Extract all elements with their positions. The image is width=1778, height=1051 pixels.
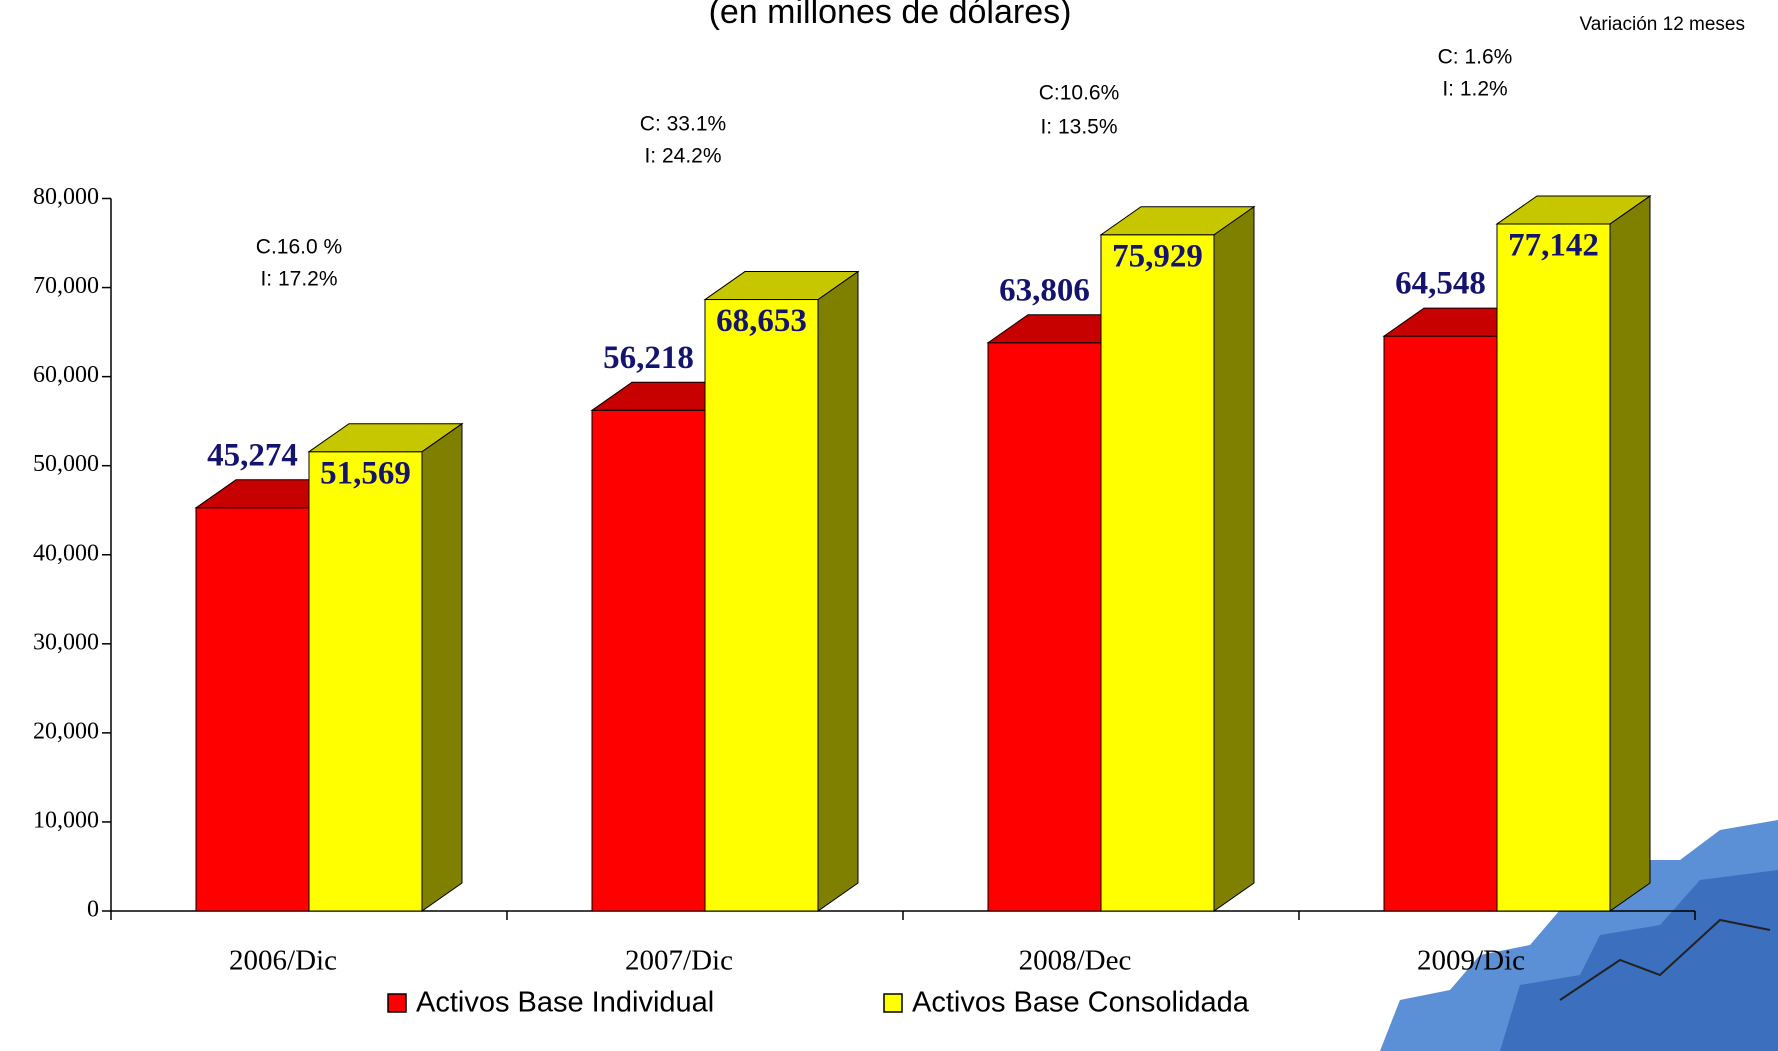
bar-top	[703, 271, 860, 301]
bar	[704, 299, 819, 912]
value-label: 75,929	[1112, 238, 1203, 274]
y-tick-label: 20,000	[33, 718, 99, 744]
x-tick-label: 2009/Dic	[1417, 945, 1525, 977]
annotation: I: 24.2%	[644, 145, 721, 168]
bar-side	[817, 270, 859, 912]
annotation: C.16.0 %	[256, 236, 342, 259]
bar-group	[1495, 194, 1652, 912]
y-tick-label: 30,000	[33, 629, 99, 655]
bar-side	[1609, 194, 1651, 912]
bar	[591, 409, 706, 912]
bar-group	[703, 270, 860, 912]
annotation: C:10.6%	[1039, 82, 1120, 105]
bar-group	[1099, 205, 1256, 912]
legend-swatch	[387, 993, 407, 1013]
annotation: C: 33.1%	[640, 113, 726, 136]
bar-group	[307, 422, 464, 912]
bar-side	[421, 422, 463, 912]
x-tick-label: 2006/Dic	[229, 945, 337, 977]
y-tick-label: 60,000	[33, 362, 99, 388]
y-tick-label: 0	[87, 897, 99, 923]
value-label: 64,548	[1395, 266, 1486, 302]
bar	[308, 451, 423, 912]
bar	[195, 507, 310, 912]
y-tick-label: 10,000	[33, 807, 99, 833]
annotation: I: 1.2%	[1442, 78, 1507, 101]
legend-label: Activos Base Consolidada	[912, 987, 1250, 1019]
value-label: 63,806	[999, 272, 1090, 308]
bar	[1383, 335, 1498, 912]
bar-top	[1099, 206, 1256, 236]
y-tick-label: 40,000	[33, 540, 99, 566]
bar	[987, 342, 1102, 912]
annotation: I: 13.5%	[1040, 116, 1117, 139]
bar	[1496, 223, 1611, 912]
y-tick-label: 70,000	[33, 273, 99, 299]
annotation: I: 17.2%	[260, 268, 337, 291]
note-title: Variación 12 meses	[1580, 14, 1745, 35]
x-tick-label: 2008/Dec	[1019, 945, 1132, 977]
value-label: 45,274	[207, 437, 298, 473]
bar-top	[307, 423, 464, 453]
y-tick-label: 50,000	[33, 451, 99, 477]
legend-label: Activos Base Individual	[416, 987, 714, 1019]
value-label: 56,218	[603, 340, 694, 376]
legend-swatch	[883, 993, 903, 1013]
x-tick-label: 2007/Dic	[625, 945, 733, 977]
decoration	[1380, 820, 1778, 1051]
subtitle: (en millones de dólares)	[709, 0, 1072, 31]
value-label: 51,569	[320, 455, 411, 491]
annotation: C: 1.6%	[1438, 46, 1513, 69]
value-label: 68,653	[716, 303, 807, 339]
bar-top	[1495, 195, 1652, 225]
y-tick-label: 80,000	[33, 184, 99, 210]
value-label: 77,142	[1508, 228, 1599, 264]
bar-side	[1213, 205, 1255, 912]
bar	[1100, 234, 1215, 912]
